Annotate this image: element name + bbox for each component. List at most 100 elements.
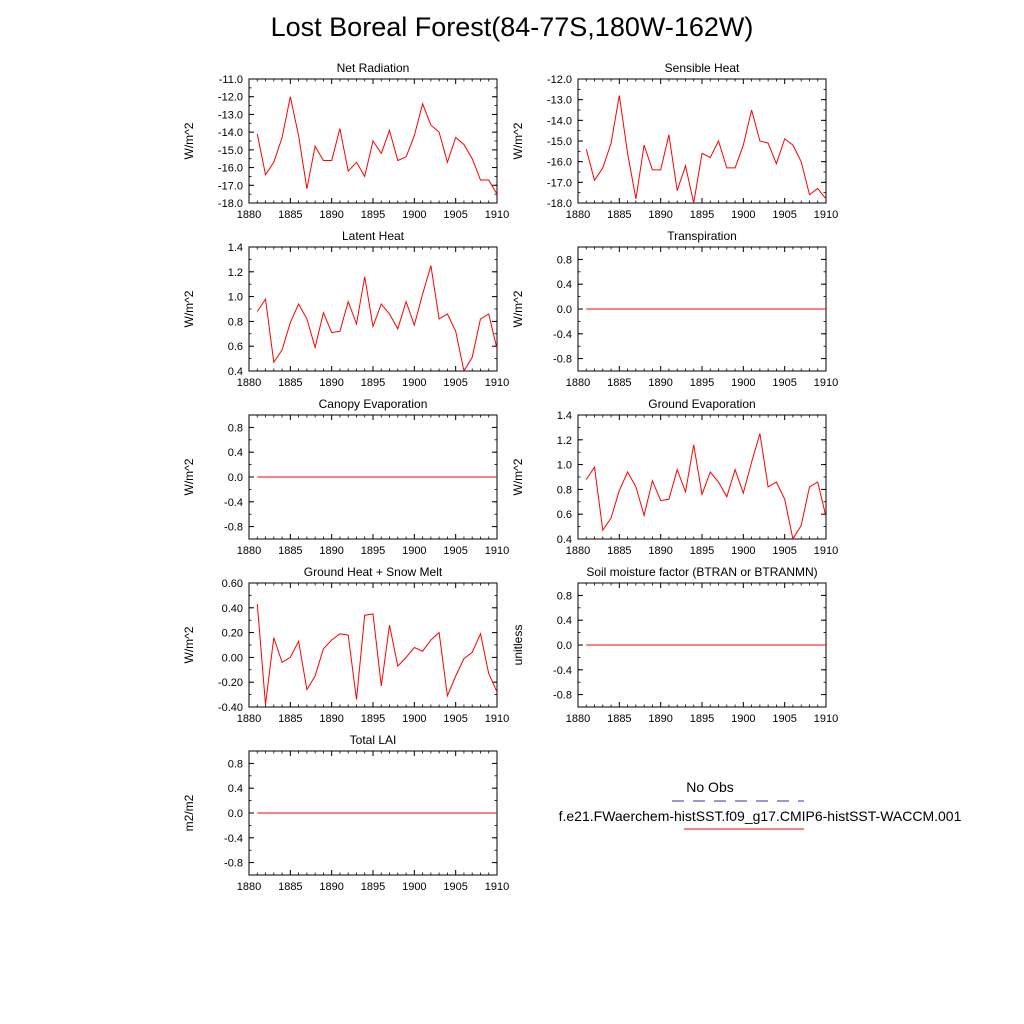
x-tick-label: 1885 — [278, 209, 302, 221]
y-tick-label: -0.4 — [553, 329, 572, 341]
x-tick-label: 1900 — [402, 545, 426, 557]
x-tick-label: 1885 — [278, 377, 302, 389]
y-axis-label: W/m^2 — [182, 290, 196, 327]
x-tick-label: 1895 — [690, 209, 714, 221]
panel-title: Total LAI — [350, 733, 397, 747]
x-tick-label: 1905 — [772, 377, 796, 389]
panel-title: Sensible Heat — [665, 61, 740, 75]
panel-title: Latent Heat — [342, 229, 405, 243]
y-tick-label: 0.0 — [228, 472, 243, 484]
x-tick-label: 1900 — [402, 881, 426, 893]
y-tick-label: -0.40 — [218, 702, 243, 714]
x-tick-label: 1880 — [237, 881, 261, 893]
x-tick-label: 1890 — [648, 377, 672, 389]
y-tick-label: 0.4 — [557, 615, 572, 627]
x-tick-label: 1905 — [772, 713, 796, 725]
x-tick-label: 1910 — [814, 713, 838, 725]
y-tick-label: 1.4 — [228, 242, 243, 254]
x-tick-label: 1880 — [237, 209, 261, 221]
x-tick-label: 1910 — [485, 713, 509, 725]
y-tick-label: -0.8 — [553, 354, 572, 366]
y-tick-label: 0.6 — [228, 341, 243, 353]
y-tick-label: -0.8 — [224, 522, 243, 534]
y-tick-label: -12.0 — [547, 74, 572, 86]
y-tick-label: -17.0 — [218, 180, 243, 192]
x-tick-label: 1895 — [361, 377, 385, 389]
y-tick-label: -0.4 — [224, 833, 243, 845]
x-tick-label: 1910 — [485, 881, 509, 893]
x-tick-label: 1900 — [402, 713, 426, 725]
panel-title: Canopy Evaporation — [319, 397, 428, 411]
y-tick-label: -0.4 — [553, 665, 572, 677]
x-tick-label: 1880 — [566, 209, 590, 221]
panel-soil-moisture-factor: 1880 1885 1890 1895 1900 1905 1910 -0.8 -0.4 0.0 0… — [511, 565, 838, 725]
panel-canopy-evaporation: 1880 1885 1890 1895 1900 1905 1910 -0.8 -0.4 0.0 0… — [182, 397, 509, 557]
x-tick-label: 1890 — [319, 881, 343, 893]
y-tick-label: 0.4 — [228, 366, 243, 378]
y-tick-label: -18.0 — [547, 198, 572, 210]
y-tick-label: -11.0 — [219, 74, 243, 86]
plot-frame — [577, 78, 827, 204]
y-tick-label: -14.0 — [547, 115, 572, 127]
x-tick-label: 1890 — [319, 713, 343, 725]
y-tick-label: 0.8 — [557, 484, 572, 496]
y-tick-label: -16.0 — [547, 157, 572, 169]
x-tick-label: 1905 — [443, 377, 467, 389]
y-tick-label: 0.60 — [222, 578, 243, 590]
x-tick-label: 1885 — [278, 713, 302, 725]
x-tick-label: 1900 — [402, 377, 426, 389]
x-tick-label: 1880 — [566, 713, 590, 725]
y-tick-label: 1.4 — [557, 410, 572, 422]
y-tick-label: 0.8 — [228, 758, 243, 770]
y-axis-label: W/m^2 — [511, 122, 525, 159]
panel-title: Ground Evaporation — [648, 397, 755, 411]
x-tick-label: 1880 — [566, 377, 590, 389]
y-tick-label: 1.0 — [557, 460, 572, 472]
y-tick-label: -12.0 — [218, 92, 243, 104]
x-tick-label: 1885 — [278, 545, 302, 557]
plot-frame — [248, 582, 498, 708]
y-tick-label: 0.8 — [557, 254, 572, 266]
y-tick-label: 0.0 — [557, 304, 572, 316]
x-tick-label: 1910 — [814, 209, 838, 221]
x-tick-label: 1890 — [648, 209, 672, 221]
x-tick-label: 1900 — [731, 377, 755, 389]
y-tick-label: -17.0 — [547, 177, 572, 189]
x-tick-label: 1885 — [607, 713, 631, 725]
y-tick-label: -15.0 — [547, 136, 572, 148]
x-tick-label: 1895 — [690, 545, 714, 557]
y-tick-label: 0.00 — [222, 652, 243, 664]
y-tick-label: 0.0 — [557, 640, 572, 652]
y-tick-label: -0.8 — [224, 858, 243, 870]
y-axis-label: W/m^2 — [511, 290, 525, 327]
x-tick-label: 1910 — [485, 377, 509, 389]
x-tick-label: 1895 — [361, 881, 385, 893]
x-tick-label: 1890 — [319, 377, 343, 389]
y-tick-label: 0.4 — [557, 534, 572, 546]
y-axis-label: W/m^2 — [182, 626, 196, 663]
panel-title: Soil moisture factor (BTRAN or BTRANMN) — [586, 565, 817, 579]
x-tick-label: 1890 — [319, 209, 343, 221]
y-tick-label: 0.8 — [228, 422, 243, 434]
y-axis-label: W/m^2 — [182, 122, 196, 159]
y-tick-label: -0.20 — [218, 677, 243, 689]
x-tick-label: 1880 — [237, 713, 261, 725]
x-tick-label: 1905 — [443, 209, 467, 221]
x-tick-label: 1895 — [361, 545, 385, 557]
x-tick-label: 1900 — [731, 713, 755, 725]
x-tick-label: 1885 — [607, 377, 631, 389]
x-tick-label: 1895 — [361, 713, 385, 725]
x-tick-label: 1900 — [402, 209, 426, 221]
y-tick-label: 0.8 — [228, 316, 243, 328]
series-line-net-radiation — [256, 96, 497, 195]
panel-title: Net Radiation — [337, 61, 410, 75]
x-tick-label: 1895 — [690, 713, 714, 725]
panel-title: Ground Heat + Snow Melt — [304, 565, 443, 579]
x-tick-label: 1890 — [319, 545, 343, 557]
page-title: Lost Boreal Forest(84-77S,180W-162W) — [270, 12, 754, 42]
y-tick-label: 0.8 — [557, 590, 572, 602]
y-tick-label: 1.0 — [228, 292, 243, 304]
y-tick-label: 1.2 — [228, 267, 243, 279]
x-tick-label: 1910 — [814, 545, 838, 557]
